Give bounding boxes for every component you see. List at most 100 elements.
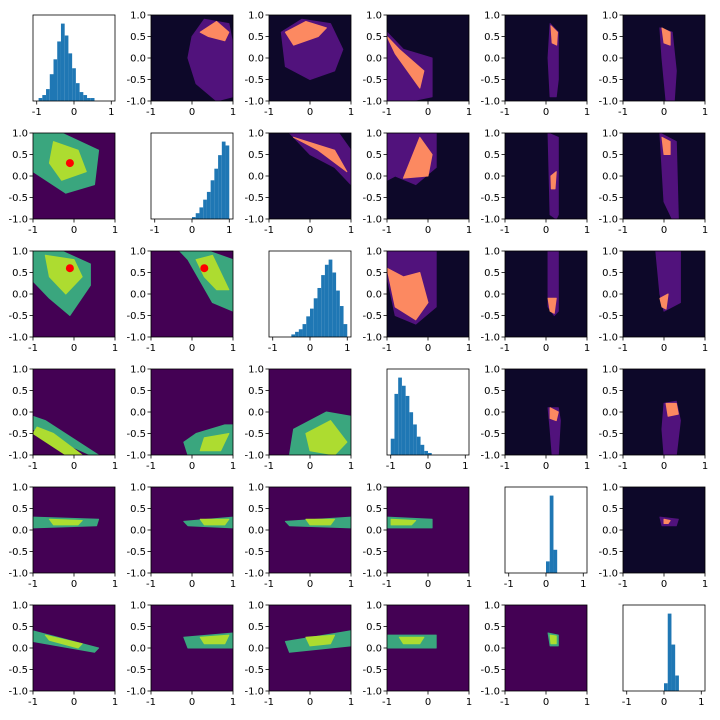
hist-bar [195, 213, 200, 219]
y-tick-label: 0.0 [130, 526, 146, 537]
x-tick-label: 0 [189, 343, 195, 354]
hist-bar [46, 89, 50, 101]
y-tick-label: 1.0 [484, 129, 500, 140]
x-tick-label: 0 [307, 343, 313, 354]
x-tick-label: 1 [230, 343, 236, 354]
x-tick-label: 1 [698, 697, 704, 708]
panel: -1.0 -0.5 0.0 0.5 1.0 -1 0 1 [598, 483, 708, 591]
x-tick-label: 0 [543, 461, 549, 472]
y-tick-label: -0.5 [126, 547, 146, 558]
panel: -1 0 1 [32, 14, 116, 118]
contour-level [661, 27, 671, 46]
panel: -1.0 -0.5 0.0 0.5 1.0 -1 0 1 [362, 11, 472, 119]
y-tick-label: 0.5 [484, 268, 500, 279]
panel: -1.0 -0.5 0.0 0.5 1.0 -1 0 1 [244, 129, 354, 237]
y-tick-label: 0.0 [130, 408, 146, 419]
y-tick-label: -1.0 [480, 687, 500, 698]
x-tick-label: -1 [28, 343, 38, 354]
y-tick-label: 0.0 [130, 290, 146, 301]
plot-area [291, 259, 348, 337]
plot-area [33, 487, 115, 573]
hist-bar [206, 191, 211, 219]
x-tick-label: -1 [382, 697, 392, 708]
x-tick-label: 0 [189, 107, 195, 118]
x-tick-label: 0 [189, 697, 195, 708]
panel: -1 0 1 [504, 486, 588, 590]
x-tick-label: -1 [386, 461, 396, 472]
x-tick-label: -1 [382, 579, 392, 590]
y-tick-label: 0.0 [248, 54, 264, 65]
x-tick-label: 1 [580, 579, 586, 590]
x-tick-label: 1 [112, 225, 118, 236]
hist-bar [675, 675, 679, 691]
y-tick-label: 0.0 [248, 172, 264, 183]
y-tick-label: 0.5 [130, 32, 146, 43]
y-tick-label: -1.0 [126, 569, 146, 580]
x-tick-label: 0 [661, 107, 667, 118]
x-tick-label: 0 [543, 343, 549, 354]
contour-level [305, 518, 336, 526]
hist-bar [225, 145, 230, 219]
y-tick-label: 0.5 [602, 268, 618, 279]
y-tick-label: 0.5 [484, 150, 500, 161]
y-tick-label: 0.5 [484, 32, 500, 43]
x-tick-label: -1 [150, 225, 160, 236]
y-tick-label: -1.0 [480, 451, 500, 462]
y-tick-label: -1.0 [244, 687, 264, 698]
y-tick-label: 0.5 [12, 622, 28, 633]
y-tick-label: -1.0 [126, 333, 146, 344]
x-tick-label: 1 [230, 107, 236, 118]
x-tick-label: 0 [307, 579, 313, 590]
panel: -1.0 -0.5 0.0 0.5 1.0 -1 0 1 [362, 601, 472, 709]
panel: -1.0 -0.5 0.0 0.5 1.0 -1 0 1 [480, 129, 590, 237]
panel: -1.0 -0.5 0.0 0.5 1.0 -1 0 1 [126, 365, 236, 473]
hist-bar [553, 549, 558, 573]
contour-level [661, 136, 671, 155]
y-tick-label: 0.0 [484, 408, 500, 419]
y-tick-label: 0.5 [12, 504, 28, 515]
contour-level [547, 407, 561, 455]
y-tick-label: 1.0 [130, 483, 146, 494]
x-tick-label: 0 [543, 697, 549, 708]
y-tick-label: -1.0 [244, 97, 264, 108]
y-tick-label: -0.5 [8, 547, 28, 558]
x-tick-label: 0 [661, 461, 667, 472]
contour-level [44, 254, 83, 295]
panel: -1.0 -0.5 0.0 0.5 1.0 -1 0 1 [480, 247, 590, 355]
plot-area [623, 369, 705, 455]
contour-level [398, 636, 425, 645]
x-tick-label: -1 [504, 579, 514, 590]
plot-area [546, 495, 558, 573]
x-tick-label: 0 [425, 579, 431, 590]
y-tick-label: 0.5 [248, 386, 264, 397]
y-tick-label: -0.5 [8, 311, 28, 322]
x-tick-label: -1 [500, 461, 510, 472]
contour-level [33, 426, 83, 455]
x-tick-label: -1 [500, 225, 510, 236]
y-tick-label: -0.5 [362, 193, 382, 204]
y-tick-label: 0.0 [366, 290, 382, 301]
background [33, 487, 115, 573]
y-tick-label: 0.0 [484, 172, 500, 183]
y-tick-label: 0.5 [602, 386, 618, 397]
y-tick-label: -1.0 [126, 451, 146, 462]
x-tick-label: -1 [268, 343, 278, 354]
y-tick-label: -0.5 [480, 75, 500, 86]
contour-level [550, 171, 557, 190]
hist-bar [42, 95, 47, 101]
x-tick-label: 1 [112, 697, 118, 708]
plot-area [387, 251, 469, 337]
contour-level [387, 267, 429, 321]
y-tick-label: -0.5 [244, 75, 264, 86]
plot-area [387, 133, 469, 219]
x-tick-label: -1 [146, 579, 156, 590]
x-tick-label: 1 [348, 107, 354, 118]
contour-level [179, 251, 233, 312]
panel: -1.0 -0.5 0.0 0.5 1.0 -1 0 1 [244, 483, 354, 591]
y-tick-label: 0.5 [366, 150, 382, 161]
x-tick-label: -1 [618, 225, 628, 236]
y-tick-label: 0.0 [366, 644, 382, 655]
x-tick-label: 0 [71, 107, 77, 118]
x-tick-label: -1 [146, 697, 156, 708]
panel: -1.0 -0.5 0.0 0.5 1.0 -1 0 1 [244, 365, 354, 473]
